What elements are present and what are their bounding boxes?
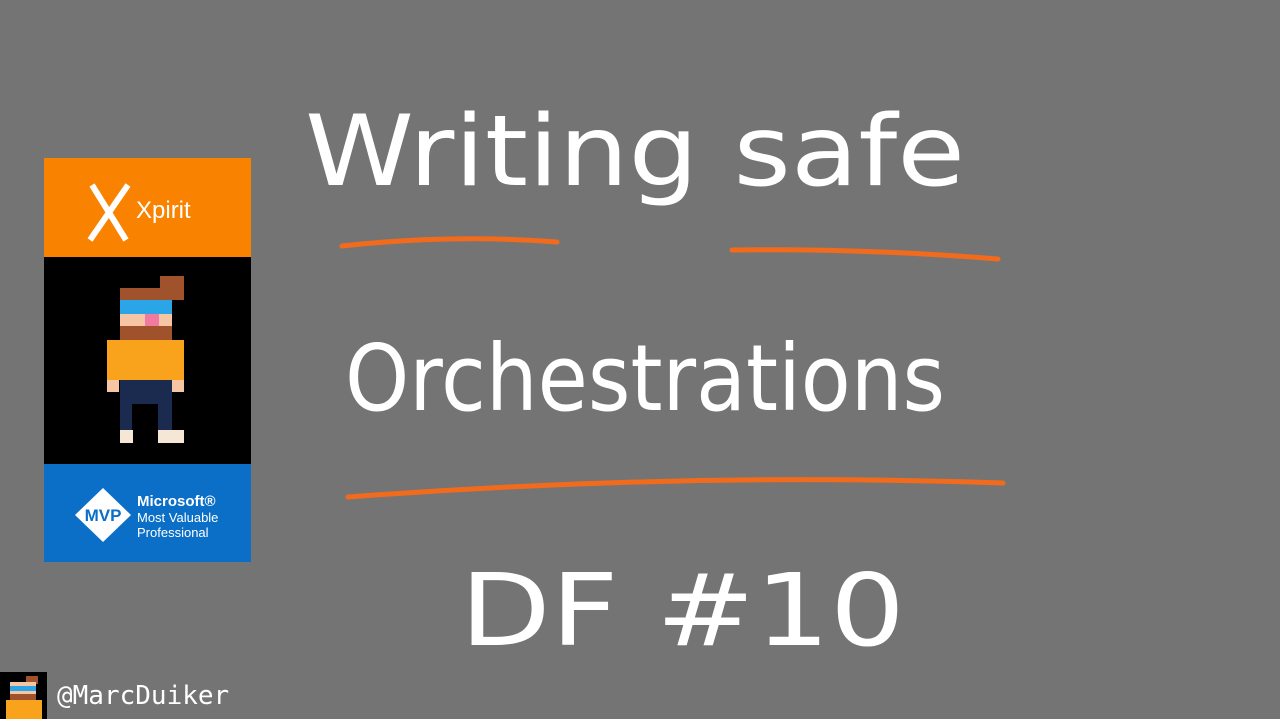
microsoft-label: Microsoft®	[137, 493, 216, 510]
footer-avatar	[0, 672, 47, 719]
shoe	[158, 430, 184, 443]
underline	[339, 236, 560, 249]
shirt	[107, 340, 184, 380]
avatar-beard	[10, 694, 36, 700]
avatar-glasses	[10, 686, 36, 691]
hand	[172, 380, 184, 392]
pixel-character	[107, 276, 184, 443]
badge: Xpirit MVP Microsoft® Most Valuable Prof…	[44, 158, 251, 562]
leg-gap	[132, 404, 158, 430]
beard	[120, 326, 172, 340]
subtitle: DF #10	[460, 552, 905, 669]
underline	[345, 477, 1006, 500]
company-name: Xpirit	[136, 197, 191, 224]
hand	[107, 380, 119, 392]
glasses	[120, 300, 172, 314]
handle: @MarcDuiker	[57, 681, 229, 711]
mvp-line2: Professional	[137, 525, 209, 540]
hair	[120, 288, 172, 300]
xpirit-logo	[87, 183, 131, 242]
badge-orange	[44, 158, 251, 257]
mvp-diamond	[75, 488, 131, 542]
avatar-hair	[26, 676, 38, 684]
shoe	[120, 430, 133, 443]
mvp-line1: Most Valuable	[137, 510, 218, 525]
underline	[729, 247, 1001, 262]
title-line2: Orchestrations	[345, 325, 945, 432]
mvp-label: MVP	[85, 506, 122, 525]
title-line1: Writing safe	[305, 95, 965, 209]
nose	[145, 314, 159, 326]
avatar-shirt	[6, 700, 42, 719]
